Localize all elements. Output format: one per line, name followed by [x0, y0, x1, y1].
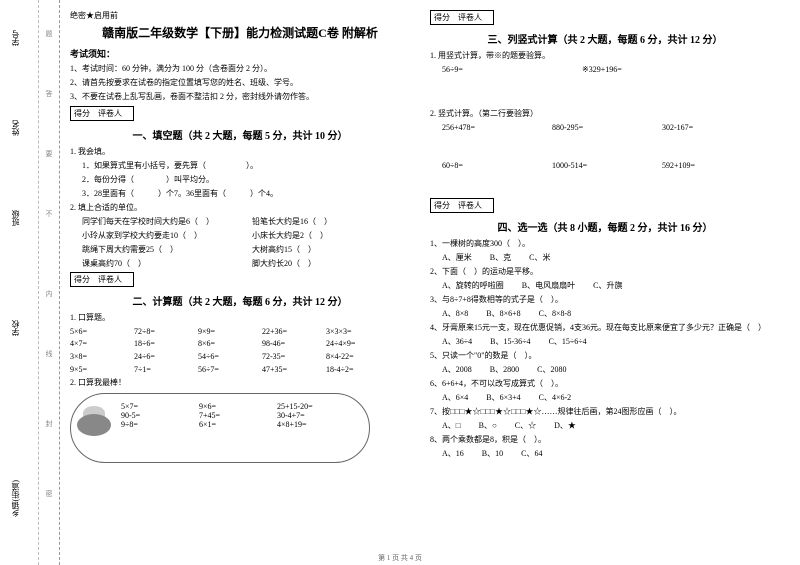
q1-stem: 1. 我会填。 — [70, 146, 410, 158]
ufo-row: 90-5=7+45=30-4+7= — [121, 411, 361, 420]
section-1-title: 一、填空题（共 2 大题，每题 5 分，共计 10 分） — [70, 127, 410, 142]
notice-heading: 考试须知： — [70, 47, 410, 60]
calc-row: 3×8=24÷6=54÷6=72-35=8×4-22= — [70, 351, 410, 364]
right-column: 得分评卷人 三、列竖式计算（共 2 大题，每题 6 分，共计 12 分） 1. … — [430, 10, 780, 550]
label-id: 学号 — [10, 30, 21, 46]
score-label: 得分 — [74, 109, 90, 118]
sec3-q2: 2. 竖式计算。（第二行要验算） — [430, 108, 780, 120]
label-school: 学校 — [10, 320, 21, 336]
fold-4: 内 — [44, 290, 54, 297]
fold-0: 题 — [44, 30, 54, 37]
confidential-mark: 绝密★启用前 — [70, 10, 410, 21]
ufo-row: 5×7=9×6=25+15-20= — [121, 402, 361, 411]
s4-q7-opts: A、□B、○C、☆D、★ — [442, 420, 780, 432]
notice-2: 2、请首先按要求在试卷的指定位置填写您的姓名、班级、学号。 — [70, 77, 410, 88]
section-3-title: 三、列竖式计算（共 2 大题，每题 6 分，共计 12 分） — [430, 31, 780, 46]
q1-item-3: 3．28里面有（ ）个7。36里面有（ ）个4。 — [82, 188, 410, 200]
binding-sidebar: 学号 姓名 班级 学校 乡镇(街道) 题 答 要 不 内 线 封 密 — [0, 0, 60, 565]
exam-title: 赣南版二年级数学【下册】能力检测试题C卷 附解析 — [70, 24, 410, 41]
s4-q1: 1、一棵树的高度300（ ）。 — [430, 238, 780, 250]
s4-q5: 5、只读一个"0"的数是（ ）。 — [430, 350, 780, 362]
sec3-q1: 1. 用竖式计算，带※的题要验算。 — [430, 50, 780, 62]
s4-q8: 8、两个乘数都是8，积是（ ）。 — [430, 434, 780, 446]
notice-3: 3、不要在试卷上乱写乱画，卷面不整洁扣 2 分，密封线外请勿作答。 — [70, 91, 410, 102]
q1-item-1: 1．如果算式里有小括号，要先算（ ）。 — [82, 160, 410, 172]
fold-1: 答 — [44, 90, 54, 97]
left-column: 绝密★启用前 赣南版二年级数学【下册】能力检测试题C卷 附解析 考试须知： 1、… — [70, 10, 410, 550]
q2-row: 课桌高约70（ ）脚大约长20（ ） — [82, 258, 410, 270]
ufo-row: 9÷8=6×1=4×8+19= — [121, 420, 361, 429]
score-box-4: 得分评卷人 — [430, 198, 494, 213]
label-town: 乡镇(街道) — [10, 480, 21, 517]
section-4-title: 四、选一选（共 8 小题，每题 2 分，共计 16 分） — [430, 219, 780, 234]
s4-q4-opts: A、36÷4B、15-36÷4C、15÷6÷4 — [442, 336, 780, 348]
q2-row: 同学们每天在学校时间大约是6（ ）铅笔长大约是16（ ） — [82, 216, 410, 228]
label-class: 班级 — [10, 210, 21, 226]
fold-line — [38, 0, 39, 565]
page-footer: 第 1 页 共 4 页 — [0, 553, 800, 563]
calc-row: 9×5=7÷1=56÷7=47+35=18-4÷2= — [70, 364, 410, 377]
q2-stem: 2. 填上合适的单位。 — [70, 202, 410, 214]
calc-row: 5×6=72÷8=9×9=22+36=3×3×3= — [70, 326, 410, 339]
sec2-q2: 2. 口算我最棒！ — [70, 377, 410, 389]
q1-item-2: 2．每份分得（ ）叫平均分。 — [82, 174, 410, 186]
score-box-1: 得分评卷人 — [70, 106, 134, 121]
score-box-3: 得分评卷人 — [430, 10, 494, 25]
s4-q3: 3、与8÷7+8得数相等的式子是（ ）。 — [430, 294, 780, 306]
s4-q1-opts: A、厘米B、克C、米 — [442, 252, 780, 264]
s4-q6: 6、6+6+4，不可以改写成算式（ ）。 — [430, 378, 780, 390]
s4-q2-opts: A、旋转的呼啦圈B、电风扇扇叶C、升旗 — [442, 280, 780, 292]
s4-q5-opts: A、2008B、2800C、2080 — [442, 364, 780, 376]
section-2-title: 二、计算题（共 2 大题，每题 6 分，共计 12 分） — [70, 293, 410, 308]
calc-row: 4×7=18÷6=8×6=98-46=24÷4×9= — [70, 338, 410, 351]
ufo-box: 5×7=9×6=25+15-20= 90-5=7+45=30-4+7= 9÷8=… — [70, 393, 370, 463]
sec3-q1-row: 56÷9=※329+196= — [442, 64, 780, 76]
fold-7: 密 — [44, 490, 54, 497]
s4-q4: 4、牙膏原来15元一支，现在优惠促销，4支36元。现在每支比原来便宜了多少元？正… — [430, 322, 780, 334]
fold-6: 封 — [44, 420, 54, 427]
grader-label: 评卷人 — [98, 109, 122, 118]
ufo-ship-icon — [77, 414, 111, 436]
sec3-q2-row: 256+478=880-295=302-167= — [442, 122, 780, 134]
sec3-q2-row: 60÷8=1000-514=592+109= — [442, 160, 780, 172]
s4-q2: 2、下面（ ）的运动是平移。 — [430, 266, 780, 278]
fold-2: 要 — [44, 150, 54, 157]
fold-5: 线 — [44, 350, 54, 357]
s4-q3-opts: A、8×8B、8×6+8C、8×8-8 — [442, 308, 780, 320]
q2-row: 跳绳下周大约需要25（ ）大树高约15（ ） — [82, 244, 410, 256]
fold-3: 不 — [44, 210, 54, 217]
s4-q7: 7、按□□□★☆□□□★☆□□□★☆……规律往后画，第24图形应画（ ）。 — [430, 406, 780, 418]
sec2-q1: 1. 口算题。 — [70, 312, 410, 324]
s4-q8-opts: A、16B、10C、64 — [442, 448, 780, 460]
s4-q6-opts: A、6×4B、6×3+4C、4×6-2 — [442, 392, 780, 404]
notice-1: 1、考试时间：60 分钟，满分为 100 分（含卷面分 2 分）。 — [70, 63, 410, 74]
score-box-2: 得分评卷人 — [70, 272, 134, 287]
q2-row: 小玲从家到学校大约要走10（ ）小床长大约是2（ ） — [82, 230, 410, 242]
label-name: 姓名 — [10, 120, 21, 136]
